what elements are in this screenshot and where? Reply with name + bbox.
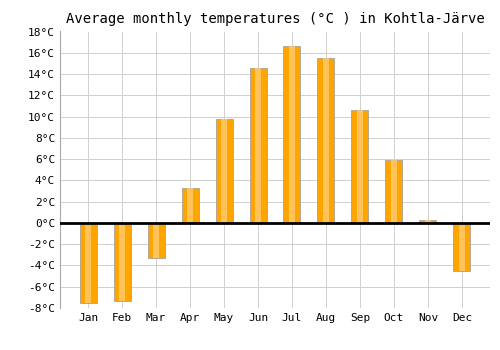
Bar xyxy=(221,119,227,223)
Bar xyxy=(386,160,402,223)
Bar xyxy=(454,223,470,271)
Bar xyxy=(323,58,329,223)
Bar xyxy=(148,223,164,258)
Bar xyxy=(250,68,266,223)
Bar xyxy=(284,47,300,223)
Bar xyxy=(420,220,436,223)
Bar xyxy=(459,223,465,271)
Bar xyxy=(255,68,261,223)
Bar xyxy=(357,110,363,223)
Bar xyxy=(119,223,125,301)
Bar xyxy=(80,223,96,303)
Bar xyxy=(216,119,232,223)
Bar xyxy=(425,220,431,223)
Bar xyxy=(153,223,159,258)
Bar xyxy=(391,160,397,223)
Title: Average monthly temperatures (°C ) in Kohtla-Järve: Average monthly temperatures (°C ) in Ko… xyxy=(66,12,484,26)
Bar xyxy=(182,188,198,223)
Bar xyxy=(289,47,295,223)
Bar xyxy=(318,58,334,223)
Bar xyxy=(352,110,368,223)
Bar xyxy=(187,188,193,223)
Bar xyxy=(85,223,91,303)
Bar xyxy=(114,223,130,301)
